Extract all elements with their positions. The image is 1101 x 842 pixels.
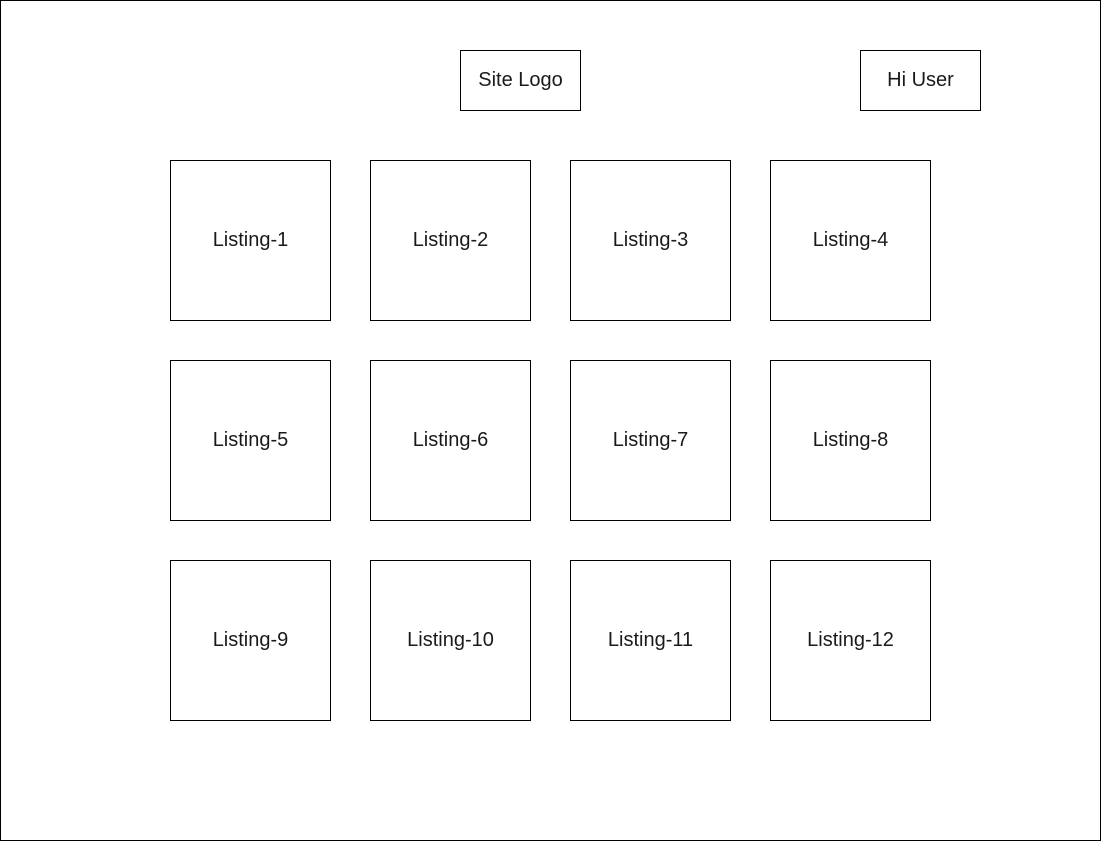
listing-card[interactable]: Listing-9 — [170, 560, 331, 721]
listing-label: Listing-1 — [212, 229, 289, 251]
listing-label: Listing-5 — [212, 429, 289, 451]
listing-label: Listing-11 — [607, 629, 694, 651]
listing-label: Listing-7 — [612, 429, 689, 451]
listing-card[interactable]: Listing-5 — [170, 360, 331, 521]
listing-card[interactable]: Listing-12 — [770, 560, 931, 721]
listing-card[interactable]: Listing-1 — [170, 160, 331, 321]
listing-label: Listing-10 — [407, 629, 494, 651]
listing-card[interactable]: Listing-3 — [570, 160, 731, 321]
site-logo-label: Site Logo — [478, 69, 563, 91]
site-logo[interactable]: Site Logo — [460, 50, 581, 111]
listing-label: Listing-12 — [807, 629, 894, 651]
listing-card[interactable]: Listing-7 — [570, 360, 731, 521]
listing-label: Listing-9 — [212, 629, 289, 651]
listing-label: Listing-8 — [812, 429, 889, 451]
listing-card[interactable]: Listing-2 — [370, 160, 531, 321]
listings-grid: Listing-1 Listing-2 Listing-3 Listing-4 … — [170, 160, 931, 721]
listing-label: Listing-6 — [412, 429, 489, 451]
user-greeting-label: Hi User — [887, 69, 954, 91]
listing-label: Listing-2 — [412, 229, 489, 251]
listing-card[interactable]: Listing-6 — [370, 360, 531, 521]
listing-card[interactable]: Listing-10 — [370, 560, 531, 721]
listing-card[interactable]: Listing-11 — [570, 560, 731, 721]
listing-label: Listing-4 — [812, 229, 889, 251]
listing-card[interactable]: Listing-4 — [770, 160, 931, 321]
listing-card[interactable]: Listing-8 — [770, 360, 931, 521]
user-greeting-button[interactable]: Hi User — [860, 50, 981, 111]
listing-label: Listing-3 — [612, 229, 689, 251]
